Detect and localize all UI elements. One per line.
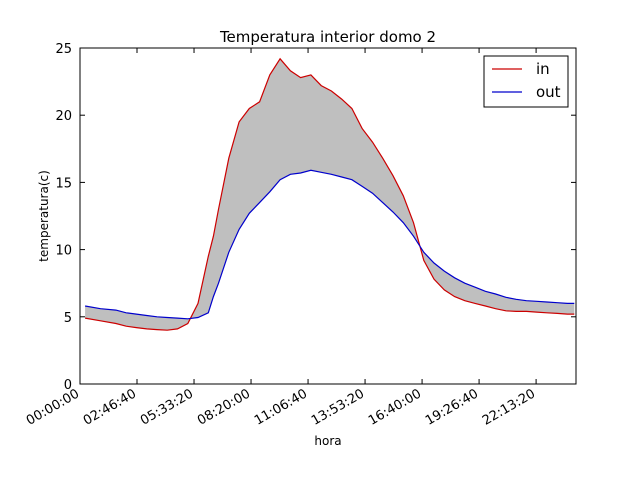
legend-box (483, 55, 569, 108)
y-tick-label: 5 (64, 311, 72, 326)
series-line-out (84, 169, 575, 320)
legend: in out (483, 55, 569, 108)
x-axis-label: hora (314, 434, 341, 448)
y-axis-label: temperatura(c) (37, 170, 51, 262)
plot-area (79, 47, 577, 385)
axes-frame (79, 47, 577, 385)
legend-label-out: out (536, 83, 561, 101)
y-tick-label: 10 (55, 244, 72, 259)
series-line-in (84, 57, 575, 331)
series-lines (84, 57, 575, 331)
y-tick-label: 25 (55, 42, 72, 57)
y-axis: 0 5 10 15 20 25 (55, 42, 576, 393)
y-tick-label: 0 (64, 378, 72, 393)
y-tick-label: 15 (55, 176, 72, 191)
y-tick-label: 20 (55, 109, 72, 124)
chart-title: Temperatura interior domo 2 (219, 28, 436, 46)
legend-label-in: in (536, 60, 550, 78)
